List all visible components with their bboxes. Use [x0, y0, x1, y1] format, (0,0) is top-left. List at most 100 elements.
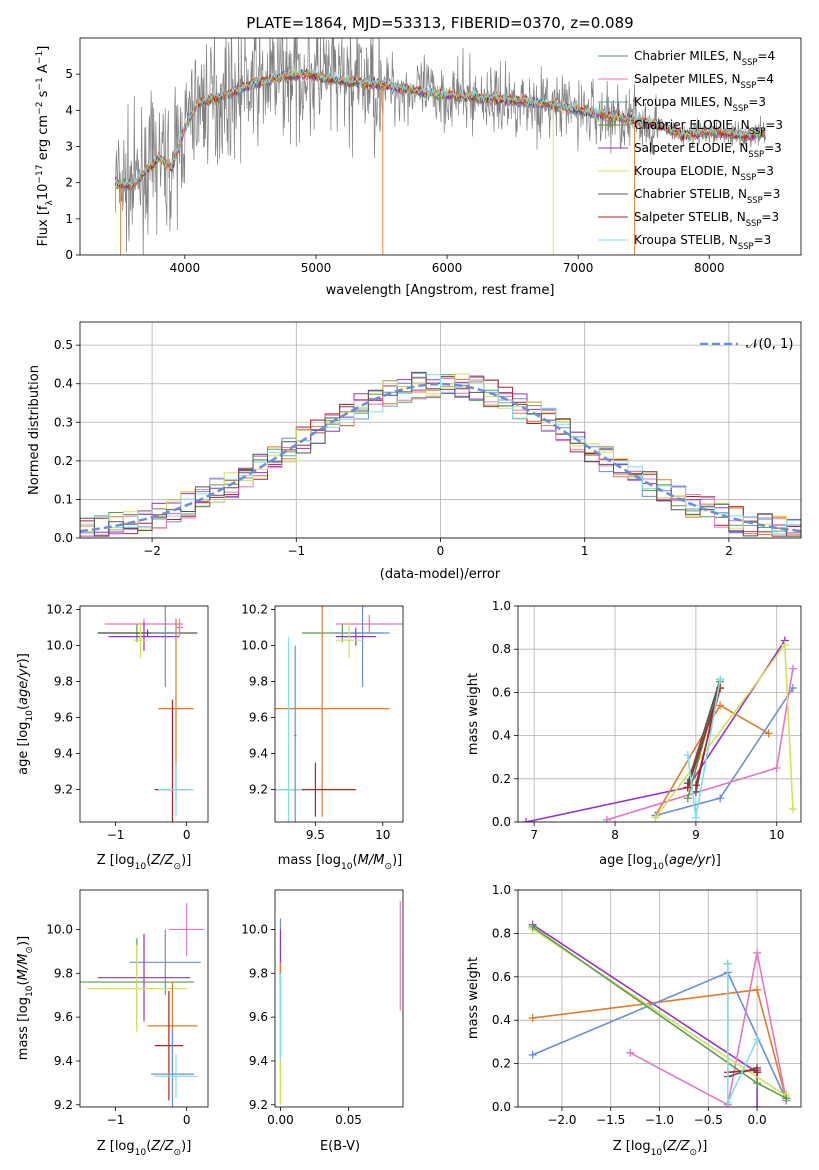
plot-layer: 4000 5000 6000 7000 8000 0 1 2 3 4 5 Chabrier MILES…	[16, 37, 802, 1158]
x-axis-label: E(B-V)	[320, 1139, 360, 1154]
series-marker	[716, 684, 725, 693]
series-marker	[753, 1079, 762, 1088]
axes-frame-mass_vs_Z	[79, 889, 209, 1108]
legend-entry: Chabrier MILES, NSSP=4	[634, 49, 775, 67]
x-axis-label: age [log10(age/yr)]	[599, 853, 721, 872]
axes-frame-residuals	[79, 321, 802, 539]
y-tick-label: 0.6	[492, 970, 511, 984]
y-tick-label: 0.0	[54, 531, 73, 545]
x-tick-label: 2	[725, 544, 733, 558]
y-tick-label: 10.0	[46, 639, 73, 653]
x-axis-label: Z [log10(Z/Z⊙)]	[613, 1139, 708, 1158]
series-marker	[528, 1050, 537, 1059]
spectrum-legend: Chabrier MILES, NSSP=4 Salpeter MILES, NS…	[598, 49, 783, 251]
x-tick-label: 4000	[170, 261, 201, 275]
plot-area-spectrum	[115, 38, 766, 255]
x-tick-label: 0.00	[267, 1113, 294, 1127]
plot-area-weight_vs_Z	[528, 920, 791, 1107]
x-tick-label: 10	[375, 828, 390, 842]
series-marker	[753, 1103, 762, 1107]
x-tick-label: 5000	[301, 261, 332, 275]
y-tick-label: 9.2	[54, 783, 73, 797]
y-tick-label: 0.0	[492, 815, 511, 829]
series-marker	[683, 751, 692, 760]
axes-frame-spectrum	[79, 37, 802, 256]
y-tick-label: 0.0	[492, 1100, 511, 1114]
series-marker	[683, 783, 692, 792]
y-tick-label: 9.6	[54, 1010, 73, 1024]
x-axis-label: wavelength [Angstrom, rest frame]	[326, 283, 555, 298]
x-tick-label: 6000	[432, 261, 463, 275]
x-axis-label: Z [log10(Z/Z⊙)]	[97, 1139, 192, 1158]
y-tick-label: 10.0	[46, 922, 73, 936]
legend-entry: Kroupa ELODIE, NSSP=3	[634, 164, 774, 182]
y-tick-label: 9.4	[249, 1054, 268, 1068]
series-marker	[788, 664, 797, 673]
y-tick-label: 0.8	[492, 642, 511, 656]
axes-frame-weight_vs_age	[517, 605, 802, 823]
x-tick-label: −0.5	[694, 1113, 723, 1127]
y-tick-label: 3	[65, 140, 73, 154]
series-line	[525, 640, 786, 822]
figure-title: PLATE=1864, MJD=53313, FIBERID=0370, z=0…	[246, 14, 633, 32]
series-marker	[528, 922, 537, 931]
y-tick-label: 0.3	[54, 415, 73, 429]
y-tick-label: 1.0	[492, 883, 511, 897]
y-tick-label: 0.4	[54, 377, 73, 391]
y-tick-label: 9.6	[249, 1010, 268, 1024]
legend-entry: Chabrier ELODIE, NSSP=3	[634, 118, 783, 136]
series-marker	[753, 1068, 762, 1077]
axes-weight_vs_age: 7 8 9 10 0.0 0.2 0.4 0.6 0.8 1.0 age [log10(age/yr…	[466, 599, 802, 872]
series-marker	[753, 1035, 762, 1044]
y-tick-label: 9.4	[54, 1054, 73, 1068]
axes-mass_vs_ebv: 0.00 0.05 9.2 9.4 9.6 9.8 10.0 E(B-V)	[241, 889, 404, 1154]
y-tick-label: 4	[65, 103, 73, 117]
y-axis-label: mass [log10(M/M⊙)]	[16, 936, 35, 1060]
y-axis-label: mass weight	[466, 957, 481, 1039]
x-axis-label: mass [log10(M/M⊙)]	[278, 853, 402, 872]
y-tick-label: 0.6	[492, 685, 511, 699]
series-marker	[772, 764, 781, 772]
x-tick-label: 0.05	[335, 1113, 362, 1127]
x-tick-label: 9	[692, 828, 700, 842]
y-axis-label: age [log10(age/yr)]	[16, 653, 35, 775]
y-tick-label: 9.4	[249, 747, 268, 761]
y-tick-label: 9.8	[54, 966, 73, 980]
series-marker	[753, 948, 762, 957]
axes-spectrum: 4000 5000 6000 7000 8000 0 1 2 3 4 5 Chabrier MILES…	[35, 37, 802, 298]
series-marker	[691, 813, 700, 822]
series-line	[629, 952, 788, 1107]
plot-area-age_vs_Z	[97, 606, 198, 822]
axes-weight_vs_Z: −2.0 −1.5 −1.0 −0.5 0.0 0.0 0.2 0.4 0.6 0.8 1.0 Z […	[466, 883, 802, 1158]
y-tick-label: 10.0	[241, 639, 268, 653]
y-tick-label: 0.2	[492, 1057, 511, 1071]
axes-frame-age_vs_Z	[79, 605, 209, 823]
y-tick-label: 0	[65, 248, 73, 262]
series-marker	[753, 985, 762, 994]
x-tick-label: −1.5	[596, 1113, 625, 1127]
x-tick-label: −1	[107, 828, 125, 842]
y-tick-label: 5	[65, 67, 73, 81]
y-tick-label: 2	[65, 176, 73, 190]
y-tick-label: 1.0	[492, 599, 511, 613]
y-tick-label: 10.0	[241, 922, 268, 936]
x-tick-label: 7000	[563, 261, 594, 275]
x-tick-label: −1	[107, 1113, 125, 1127]
x-tick-label: 8000	[694, 261, 725, 275]
axes-residuals: −2 −1 0 1 2 0.0 0.1 0.2 0.3 0.4 0.5 𝒩(0, 1) (data-mo…	[27, 321, 802, 582]
x-tick-label: 8	[611, 828, 619, 842]
y-tick-label: 9.4	[54, 747, 73, 761]
y-tick-label: 0.4	[492, 729, 511, 743]
y-tick-label: 0.1	[54, 492, 73, 506]
plot-area-age_vs_mass	[275, 606, 403, 822]
series-marker	[716, 701, 725, 710]
plot-area-weight_vs_age	[522, 636, 797, 822]
y-tick-label: 1	[65, 212, 73, 226]
x-tick-label: 1	[581, 544, 589, 558]
x-tick-label: 0	[183, 828, 191, 842]
legend-entry: Salpeter MILES, NSSP=4	[634, 72, 774, 90]
y-tick-label: 9.8	[249, 675, 268, 689]
legend-entry: Kroupa MILES, NSSP=3	[634, 95, 766, 113]
y-tick-label: 9.2	[54, 1098, 73, 1112]
y-tick-label: 9.2	[249, 783, 268, 797]
